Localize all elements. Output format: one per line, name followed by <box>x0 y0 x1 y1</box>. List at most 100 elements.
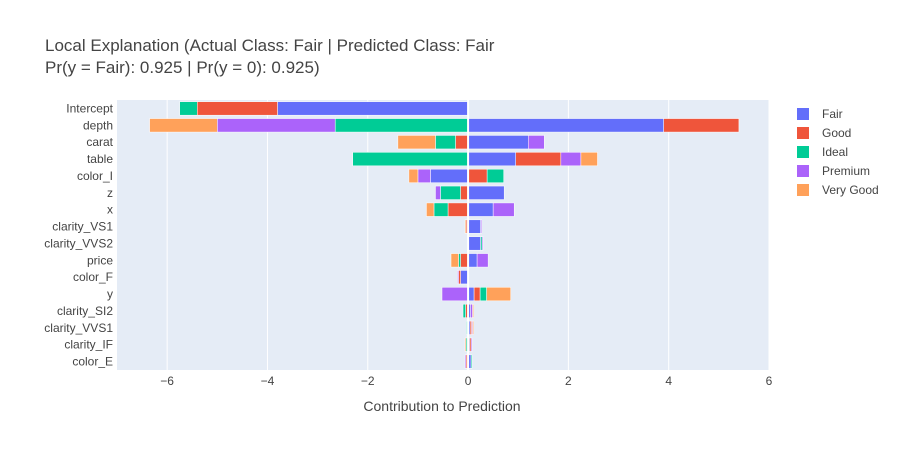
legend-swatch[interactable] <box>797 184 809 196</box>
legend-label[interactable]: Premium <box>822 164 870 178</box>
legend-item[interactable]: Ideal <box>797 145 848 159</box>
bar-segment[interactable] <box>217 118 336 133</box>
bar-segment[interactable] <box>472 320 474 335</box>
bar-segment[interactable] <box>467 219 481 234</box>
bar-segment[interactable] <box>472 303 474 318</box>
bar-segment[interactable] <box>277 101 469 116</box>
bar-segment[interactable] <box>470 354 473 369</box>
y-tick-label: clarity_IF <box>64 338 113 352</box>
bar-segment[interactable] <box>467 202 494 217</box>
bar-segment[interactable] <box>440 185 461 200</box>
y-tick-label: color_I <box>77 169 113 183</box>
bar-segment[interactable] <box>467 185 505 200</box>
x-tick-label: −2 <box>361 374 375 388</box>
bar-segment[interactable] <box>580 152 598 167</box>
bar-segment[interactable] <box>457 270 459 285</box>
bar-segment[interactable] <box>430 168 469 183</box>
x-tick-label: 4 <box>665 374 672 388</box>
bar-segment[interactable] <box>196 101 278 116</box>
bar-segment[interactable] <box>473 287 481 302</box>
bar-segment[interactable] <box>408 168 419 183</box>
bar-segment[interactable] <box>458 253 461 268</box>
bar-segment[interactable] <box>464 354 467 369</box>
bar-segment[interactable] <box>460 270 469 285</box>
x-tick-label: 0 <box>465 374 472 388</box>
bar-segment[interactable] <box>464 337 467 352</box>
bar-segment[interactable] <box>476 253 489 268</box>
bar-segment[interactable] <box>560 152 582 167</box>
y-tick-label: price <box>87 253 113 267</box>
y-tick-label: carat <box>86 135 113 149</box>
bar-segment[interactable] <box>470 337 473 352</box>
y-tick-label: table <box>87 152 113 166</box>
bar-segment[interactable] <box>458 270 461 285</box>
bar-segment[interactable] <box>433 202 449 217</box>
bar-segment[interactable] <box>467 253 478 268</box>
legend-swatch[interactable] <box>797 165 809 177</box>
bar-segment[interactable] <box>528 135 545 150</box>
bar-segment[interactable] <box>435 185 441 200</box>
legend-label[interactable]: Very Good <box>822 183 879 197</box>
grid <box>166 100 770 370</box>
x-tick-label: 2 <box>565 374 572 388</box>
y-tick-label: depth <box>83 118 113 132</box>
bar-segment[interactable] <box>467 118 664 133</box>
legend-item[interactable]: Good <box>797 126 851 140</box>
bar-segment[interactable] <box>462 303 466 318</box>
bar-segment[interactable] <box>455 135 469 150</box>
chart-title-line2: Pr(y = Fair): 0.925 | Pr(y = 0): 0.925) <box>45 58 320 77</box>
legend-item[interactable]: Fair <box>797 107 843 121</box>
bar-segment[interactable] <box>467 236 481 251</box>
bar-segment[interactable] <box>467 135 529 150</box>
bar-segment[interactable] <box>464 219 467 234</box>
bar-segment[interactable] <box>480 219 482 234</box>
bar-segment[interactable] <box>467 152 516 167</box>
y-tick-label: clarity_SI2 <box>57 304 113 318</box>
y-tick-label: z <box>107 186 113 200</box>
legend-swatch[interactable] <box>797 127 809 139</box>
bar-segment[interactable] <box>486 168 504 183</box>
x-tick-label: −4 <box>261 374 275 388</box>
bar-segment[interactable] <box>492 202 515 217</box>
bar-segment[interactable] <box>447 202 469 217</box>
bar-segment[interactable] <box>479 287 487 302</box>
y-tick-label: color_F <box>73 270 113 284</box>
y-axis-ticks: Intercept depth carat table color_Izx clarity… <box>44 101 113 368</box>
y-tick-label: x <box>107 203 113 217</box>
bar-segment[interactable] <box>441 287 469 302</box>
bar-segment[interactable] <box>460 253 469 268</box>
bar-segment[interactable] <box>334 118 469 133</box>
bar-segment[interactable] <box>397 135 436 150</box>
bar-segment[interactable] <box>417 168 431 183</box>
legend-swatch[interactable] <box>797 108 809 120</box>
bar-segment[interactable] <box>470 303 473 318</box>
y-tick-label: color_E <box>72 355 113 369</box>
x-axis-ticks: −6 −4 −2 0 2 4 6 <box>160 374 772 388</box>
bar-segment[interactable] <box>149 118 218 133</box>
bar-segment[interactable] <box>179 101 198 116</box>
chart-title-line1: Local Explanation (Actual Class: Fair | … <box>45 36 495 55</box>
legend[interactable]: Fair Good Ideal Premium Very Good <box>797 107 879 197</box>
x-tick-label: 6 <box>766 374 773 388</box>
bar-segment[interactable] <box>352 152 469 167</box>
bar-segment[interactable] <box>460 185 469 200</box>
bar-segment[interactable] <box>426 202 435 217</box>
legend-label[interactable]: Good <box>822 126 851 140</box>
legend-item[interactable]: Premium <box>797 164 870 178</box>
x-tick-label: −6 <box>160 374 174 388</box>
bar-segment[interactable] <box>450 253 459 268</box>
x-axis-label: Contribution to Prediction <box>363 398 520 414</box>
bar-segment[interactable] <box>467 168 488 183</box>
bar-segment[interactable] <box>486 287 511 302</box>
bar-segment[interactable] <box>481 236 484 251</box>
legend-item[interactable]: Very Good <box>797 183 879 197</box>
y-tick-label: y <box>107 287 113 301</box>
bar-segment[interactable] <box>435 135 456 150</box>
legend-label[interactable]: Fair <box>822 107 843 121</box>
bar-segment[interactable] <box>663 118 740 133</box>
legend-swatch[interactable] <box>797 146 809 158</box>
bar-segment[interactable] <box>515 152 562 167</box>
legend-label[interactable]: Ideal <box>822 145 848 159</box>
